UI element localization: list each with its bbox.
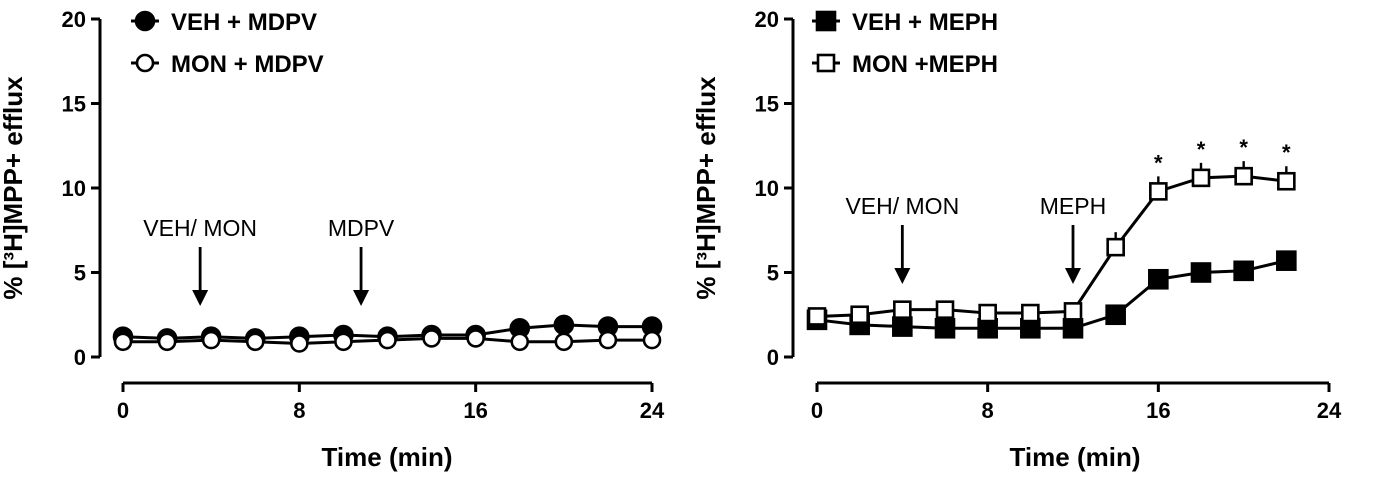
- data-point: [378, 330, 397, 350]
- arrow-head: [894, 268, 911, 284]
- x-axis-label: Time (min): [1010, 442, 1141, 472]
- y-axis-label: % [³H]MPP+ efflux: [0, 76, 28, 300]
- data-point: [157, 332, 177, 352]
- y-tick-label: 10: [62, 176, 86, 201]
- data-point: [1276, 250, 1297, 271]
- y-tick-label: 0: [767, 345, 779, 370]
- data-point: [554, 332, 574, 352]
- annotation-label: MEPH: [1040, 193, 1106, 219]
- y-tick-label: 20: [755, 7, 779, 32]
- chart-panel-2: 0 5 10 15 20 0 8 16 24 Time (min) % [³H]MPP+ efflu…: [691, 7, 1342, 472]
- data-point: [1277, 171, 1296, 191]
- x-tick-label: 8: [982, 398, 994, 423]
- data-point: [290, 334, 309, 353]
- significance-star: *: [1154, 150, 1163, 175]
- data-point: [1021, 303, 1040, 323]
- data-point: [1190, 262, 1212, 283]
- data-point: [1063, 302, 1083, 321]
- arrow-head: [353, 290, 370, 306]
- data-point: [510, 332, 530, 352]
- data-point: [892, 316, 913, 337]
- data-point: [201, 330, 221, 350]
- annotation-label: MDPV: [328, 215, 395, 241]
- data-point: [245, 332, 265, 352]
- legend-marker: [816, 53, 836, 73]
- y-tick-label: 0: [74, 345, 86, 370]
- x-tick-label: 16: [463, 398, 487, 423]
- significance-star: *: [1282, 140, 1291, 165]
- legend-marker: [134, 10, 156, 32]
- x-tick-label: 24: [640, 398, 665, 423]
- x-tick-label: 24: [1317, 398, 1342, 423]
- y-tick-label: 5: [74, 261, 86, 286]
- data-point: [1106, 237, 1125, 257]
- data-point: [598, 330, 618, 350]
- data-point: [1062, 317, 1084, 339]
- data-point: [466, 329, 485, 348]
- data-point: [334, 332, 353, 352]
- data-point: [1148, 268, 1169, 290]
- series-line-1: [816, 259, 1287, 330]
- data-point: [113, 332, 133, 352]
- data-point: [422, 329, 441, 348]
- legend-label: MON + MDPV: [171, 51, 324, 78]
- data-point: [893, 300, 912, 319]
- legend-label: VEH + MDPV: [171, 9, 317, 36]
- data-point: [1191, 168, 1211, 188]
- legend-label: MON +MEPH: [852, 51, 998, 78]
- data-point: [1234, 166, 1253, 186]
- x-tick-label: 8: [293, 398, 305, 423]
- data-point: [978, 303, 997, 323]
- annotation-label: VEH/ MON: [845, 193, 959, 219]
- significance-star: *: [1197, 137, 1206, 162]
- y-tick-label: 10: [755, 176, 779, 201]
- x-tick-label: 0: [117, 398, 129, 423]
- data-point: [1149, 182, 1168, 201]
- x-tick-label: 16: [1146, 398, 1170, 423]
- data-point: [850, 305, 869, 325]
- data-point: [642, 330, 662, 350]
- y-tick-label: 5: [767, 261, 779, 286]
- significance-star: *: [1239, 135, 1248, 160]
- data-point: [1233, 260, 1254, 282]
- annotation-label: VEH/ MON: [143, 215, 257, 241]
- legend-marker: [815, 10, 837, 32]
- x-axis-label: Time (min): [322, 442, 453, 472]
- legend-marker: [135, 53, 155, 73]
- y-tick-label: 15: [62, 92, 86, 117]
- legend-label: VEH + MEPH: [852, 9, 998, 36]
- x-tick-label: 0: [811, 398, 823, 423]
- chart-panel-1: 0 5 10 15 20 0 8 16 24 Time (min) % [³H]MPP+ efflu…: [0, 7, 665, 472]
- data-point: [935, 300, 955, 319]
- y-axis-label: % [³H]MPP+ efflux: [691, 76, 721, 300]
- data-point: [934, 317, 956, 339]
- data-point: [807, 307, 827, 326]
- data-point: [1105, 304, 1126, 326]
- y-tick-label: 15: [755, 92, 779, 117]
- arrow-head: [192, 290, 209, 306]
- data-point: [553, 314, 575, 336]
- arrow-head: [1065, 268, 1081, 284]
- y-tick-label: 20: [62, 7, 86, 32]
